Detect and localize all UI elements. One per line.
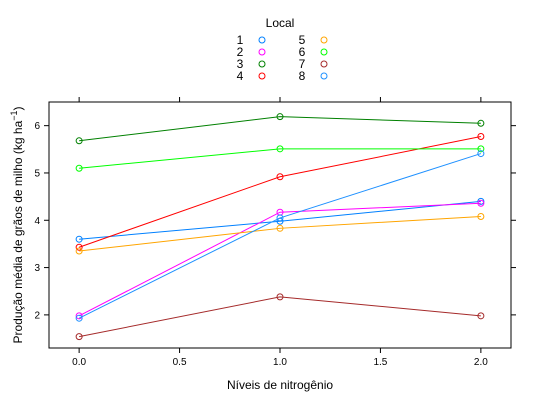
legend-item: 4 [237, 69, 266, 83]
legend-marker [258, 72, 266, 80]
x-axis: 0.0 0.5 1.0 1.5 2.0 [72, 97, 488, 368]
x-tick-label: 2.0 [474, 357, 488, 368]
data-point [75, 137, 83, 145]
series-7 [75, 293, 485, 341]
data-point [276, 293, 284, 301]
series-5 [75, 212, 485, 255]
data-point [477, 199, 485, 207]
x-tick-label: 0.0 [72, 357, 86, 368]
x-tick-label: 1.5 [373, 357, 387, 368]
legend-label: 6 [299, 45, 306, 59]
series-line [78, 202, 481, 317]
data-point [477, 212, 485, 220]
legend-item: 7 [299, 57, 328, 71]
data-point [75, 314, 83, 322]
series-line [78, 136, 481, 248]
legend-item: 5 [299, 33, 328, 47]
y-tick-label: 6 [34, 121, 40, 132]
legend-item: 8 [299, 69, 328, 83]
y-axis-title-close: ) [11, 106, 25, 110]
y-axis: 2 3 4 5 6 [34, 121, 516, 321]
legend-marker [320, 72, 328, 80]
legend-marker [320, 60, 328, 68]
legend-label: 4 [237, 69, 244, 83]
data-point [75, 312, 83, 320]
series-line [78, 153, 482, 319]
series-line [79, 116, 481, 142]
data-point [477, 133, 485, 141]
data-point [276, 173, 284, 181]
y-tick-label: 5 [34, 168, 40, 179]
data-point [75, 164, 83, 172]
series-line [79, 148, 481, 169]
data-point [276, 214, 284, 222]
x-axis-title: Níveis de nitrogênio [227, 378, 333, 392]
data-point [276, 145, 284, 153]
legend-label: 2 [237, 45, 244, 59]
legend-marker [258, 48, 266, 56]
data-point [477, 312, 485, 320]
legend-item: 2 [237, 45, 266, 59]
data-point [477, 150, 485, 158]
x-tick-label: 0.5 [173, 357, 187, 368]
data-point [276, 224, 284, 232]
x-tick-label: 1.0 [273, 357, 287, 368]
y-axis-title-superscript: −1 [9, 110, 19, 120]
series-2 [75, 199, 485, 320]
y-tick-label: 3 [34, 263, 40, 274]
data-point [276, 113, 284, 121]
data-point [75, 243, 83, 251]
legend-label: 1 [237, 33, 244, 47]
series-6 [75, 145, 485, 172]
y-axis-title-main: Produção média de grãos de milho (kg ha [11, 120, 25, 343]
legend-marker [320, 36, 328, 44]
data-point [477, 197, 485, 205]
legend-label: 7 [299, 57, 306, 71]
y-tick-label: 2 [34, 310, 40, 321]
legend-marker [258, 60, 266, 68]
series-4 [75, 133, 485, 251]
data-point [75, 235, 83, 243]
legend-label: 8 [299, 69, 306, 83]
data-point [75, 247, 83, 255]
legend-item: 1 [237, 33, 266, 47]
legend-item: 6 [299, 45, 328, 59]
series-layer [75, 113, 485, 341]
legend-item: 3 [237, 57, 266, 71]
y-tick-label: 4 [34, 216, 40, 227]
legend-label: 5 [299, 33, 306, 47]
y-axis-title: Produção média de grãos de milho (kg ha−… [9, 106, 25, 343]
series-3 [75, 113, 485, 145]
legend-marker [320, 48, 328, 56]
series-line [79, 296, 481, 338]
legend-title: Local [266, 16, 295, 30]
series-8 [75, 150, 485, 322]
legend-label: 3 [237, 57, 244, 71]
data-point [477, 145, 485, 153]
series-line [79, 215, 481, 252]
data-point [75, 333, 83, 341]
data-point [477, 119, 485, 127]
legend-marker [258, 36, 266, 44]
